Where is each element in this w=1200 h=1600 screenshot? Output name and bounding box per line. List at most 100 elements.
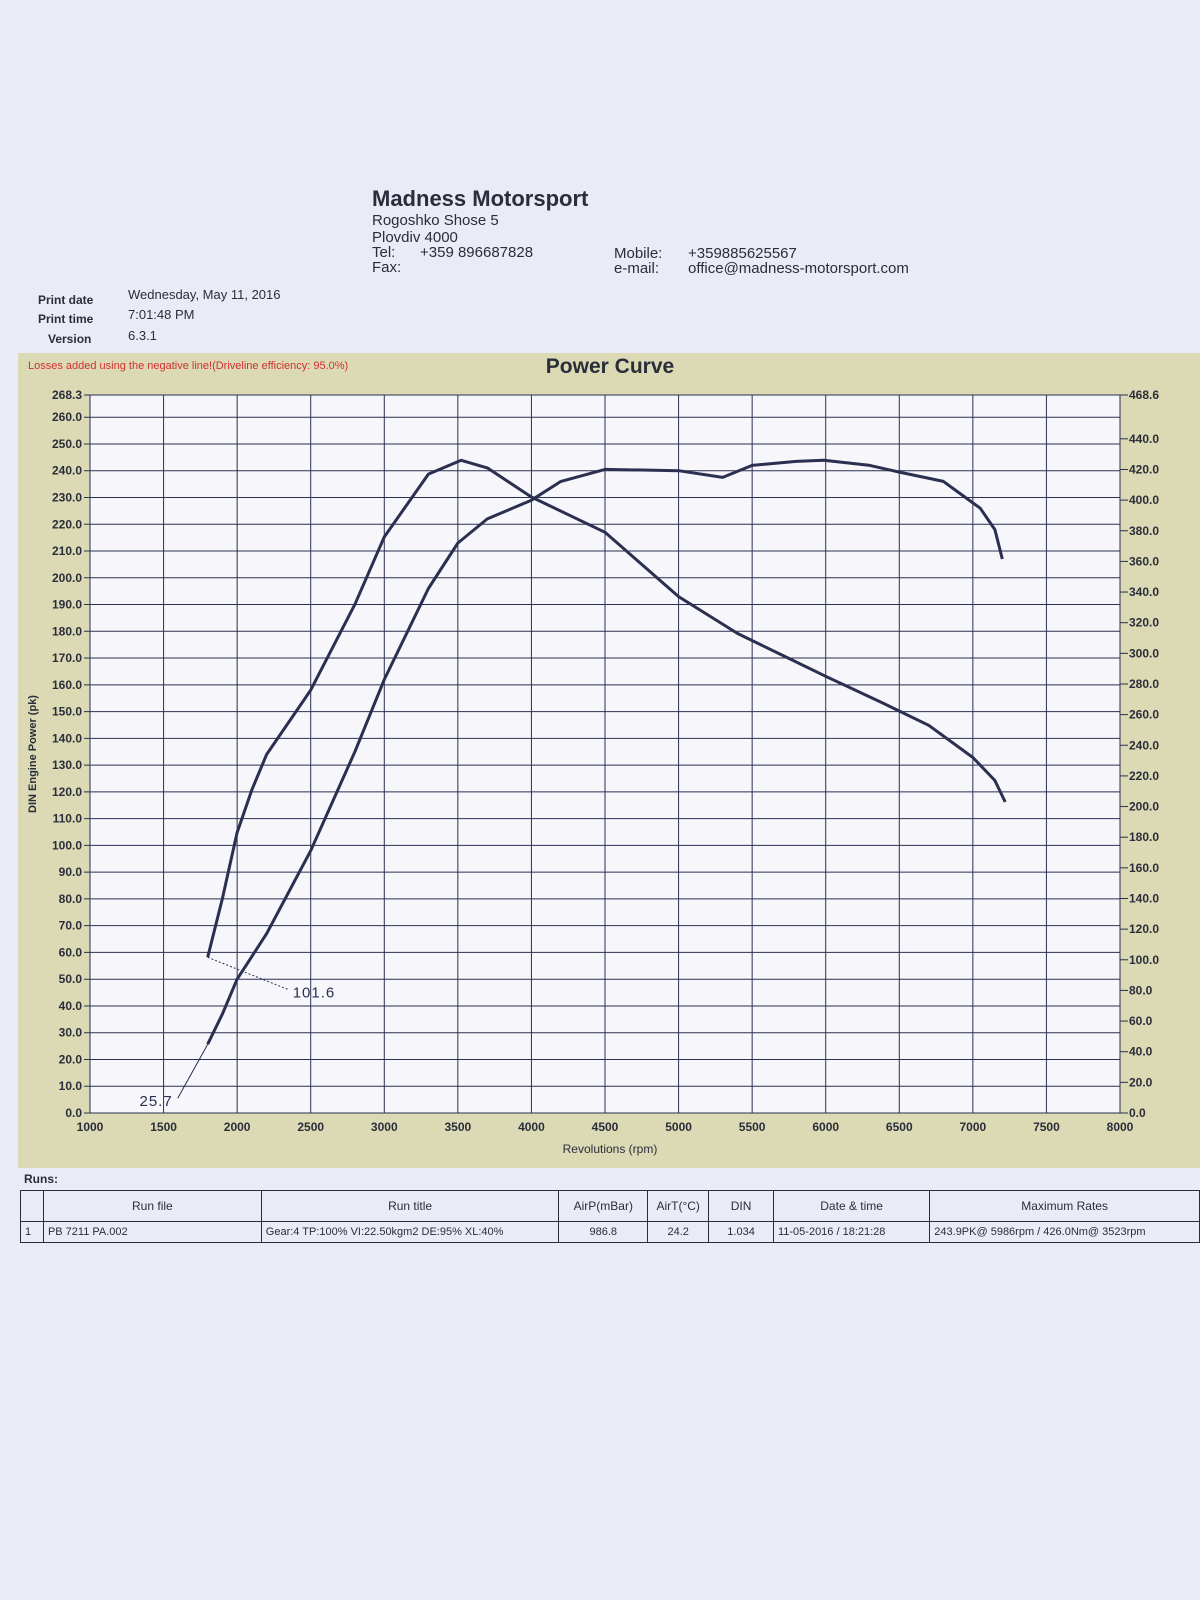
y2-tick-label: 160.0	[1129, 861, 1159, 875]
y-tick-label: 160.0	[52, 678, 82, 692]
x-tick-label: 6500	[886, 1120, 913, 1134]
x-tick-label: 7500	[1033, 1120, 1060, 1134]
y2-tick-label: 140.0	[1129, 891, 1159, 905]
y2-tick-label: 100.0	[1129, 953, 1159, 967]
y2-tick-label: 300.0	[1129, 646, 1159, 660]
chart-title: Power Curve	[546, 355, 674, 378]
x-tick-label: 5000	[665, 1120, 692, 1134]
y2-tick-label: 0.0	[1129, 1106, 1146, 1120]
fax-label: Fax:	[372, 259, 402, 276]
y-tick-label: 60.0	[59, 945, 83, 959]
y2-tick-label: 420.0	[1129, 462, 1159, 476]
table-title: Runs:	[24, 1172, 58, 1186]
meta-value: 6.3.1	[128, 328, 157, 343]
y-tick-label: 220.0	[52, 517, 82, 531]
address: Rogoshko Shose 5	[372, 212, 499, 229]
y-tick-label: 268.3	[52, 388, 82, 402]
table-cell: 1.034	[708, 1221, 774, 1243]
y2-tick-label: 200.0	[1129, 800, 1159, 814]
header-cell	[20, 1190, 44, 1222]
header-cell: DIN	[708, 1190, 774, 1222]
y2-tick-label: 320.0	[1129, 616, 1159, 630]
y2-tick-label: 60.0	[1129, 1014, 1153, 1028]
x-tick-label: 6000	[812, 1120, 839, 1134]
y2-tick-label: 120.0	[1129, 922, 1159, 936]
y-tick-label: 100.0	[52, 838, 82, 852]
header-cell: AirT(°C)	[647, 1190, 710, 1222]
y2-tick-label: 440.0	[1129, 432, 1159, 446]
table-cell: 986.8	[558, 1221, 649, 1243]
mobile: +359885625567	[688, 245, 797, 262]
meta-label: Print date	[38, 293, 94, 307]
x-tick-label: 4500	[592, 1120, 619, 1134]
runs-table: Run file Run title AirP(mBar) AirT(°C) DIN Da…	[20, 1190, 1200, 1243]
y2-tick-label: 180.0	[1129, 830, 1159, 844]
header-cell: Date & time	[772, 1190, 931, 1222]
y-tick-label: 140.0	[52, 731, 82, 745]
y2-tick-label: 240.0	[1129, 738, 1159, 752]
y-tick-label: 110.0	[53, 812, 83, 826]
y-tick-label: 210.0	[52, 544, 82, 558]
header-cell: AirP(mBar)	[558, 1190, 649, 1222]
y-tick-label: 200.0	[52, 571, 82, 585]
company-name: Madness Motorsport	[372, 186, 589, 211]
data-label: 101.6	[293, 984, 336, 1001]
y-tick-label: 40.0	[59, 999, 83, 1013]
header-cell: Run title	[260, 1190, 560, 1222]
meta-label: Version	[48, 332, 92, 346]
meta-value: Wednesday, May 11, 2016	[128, 287, 281, 302]
y-axis-label: DIN Engine Power (pk)	[27, 695, 39, 813]
leader-line	[177, 1043, 209, 1099]
header-cell: Maximum Rates	[929, 1190, 1200, 1222]
x-tick-label: 1000	[77, 1120, 104, 1134]
email-label: e-mail:	[614, 260, 660, 277]
y-tick-label: 240.0	[52, 464, 82, 478]
x-tick-label: 1500	[150, 1120, 177, 1134]
y-tick-label: 30.0	[59, 1026, 83, 1040]
chart: Losses added using the negative line!(Dr…	[18, 353, 1200, 1168]
email: office@madness-motorsport.com	[688, 260, 909, 277]
y-tick-label: 190.0	[52, 598, 82, 612]
x-tick-label: 2500	[297, 1120, 324, 1134]
y-tick-label: 120.0	[52, 785, 82, 799]
y-tick-label: 170.0	[52, 651, 82, 665]
x-tick-label: 4000	[518, 1120, 545, 1134]
y2-tick-label: 220.0	[1129, 769, 1159, 783]
x-axis-label: Revolutions (rpm)	[563, 1142, 658, 1156]
line-series	[206, 458, 1007, 958]
y-tick-label: 80.0	[59, 892, 83, 906]
table-cell: 243.9PK@ 5986rpm / 426.0Nm@ 3523rpm	[929, 1221, 1200, 1243]
y2-tick-label: 20.0	[1129, 1075, 1153, 1089]
table-cell: PB 7211 PA.002	[42, 1221, 262, 1243]
x-tick-label: 3500	[445, 1120, 472, 1134]
meta-label: Print time	[38, 312, 94, 326]
y-tick-label: 150.0	[52, 705, 82, 719]
table-cell: 11-05-2016 / 18:21:28	[772, 1221, 931, 1243]
y2-tick-label: 280.0	[1129, 677, 1159, 691]
y-tick-label: 90.0	[59, 865, 83, 879]
y-tick-label: 70.0	[59, 919, 83, 933]
y2-tick-label: 380.0	[1129, 524, 1159, 538]
tel-label: Tel:	[372, 244, 396, 261]
y2-tick-label: 360.0	[1129, 554, 1159, 568]
line-series	[206, 458, 1004, 1045]
y-tick-label: 10.0	[59, 1079, 83, 1093]
y2-tick-label: 260.0	[1129, 708, 1159, 722]
table-cell: Gear:4 TP:100% VI:22.50kgm2 DE:95% XL:40…	[260, 1221, 560, 1243]
x-tick-label: 3000	[371, 1120, 398, 1134]
mobile-label: Mobile:	[614, 245, 663, 262]
table-cell: 1	[20, 1221, 44, 1243]
city: Plovdiv 4000	[372, 229, 458, 246]
table-cell: 24.2	[647, 1221, 710, 1243]
y-tick-label: 130.0	[52, 758, 82, 772]
x-tick-label: 5500	[739, 1120, 766, 1134]
y2-tick-label: 40.0	[1129, 1045, 1153, 1059]
y-tick-label: 250.0	[52, 437, 82, 451]
header-row: Run file Run title AirP(mBar) AirT(°C) DIN Da…	[20, 1190, 1200, 1222]
y-tick-label: 260.0	[52, 410, 82, 424]
y2-tick-label: 80.0	[1129, 983, 1153, 997]
header-cell: Run file	[42, 1190, 262, 1222]
data-label: 25.7	[140, 1093, 173, 1110]
meta-value: 7:01:48 PM	[128, 307, 195, 322]
y2-tick-label: 400.0	[1129, 493, 1159, 507]
